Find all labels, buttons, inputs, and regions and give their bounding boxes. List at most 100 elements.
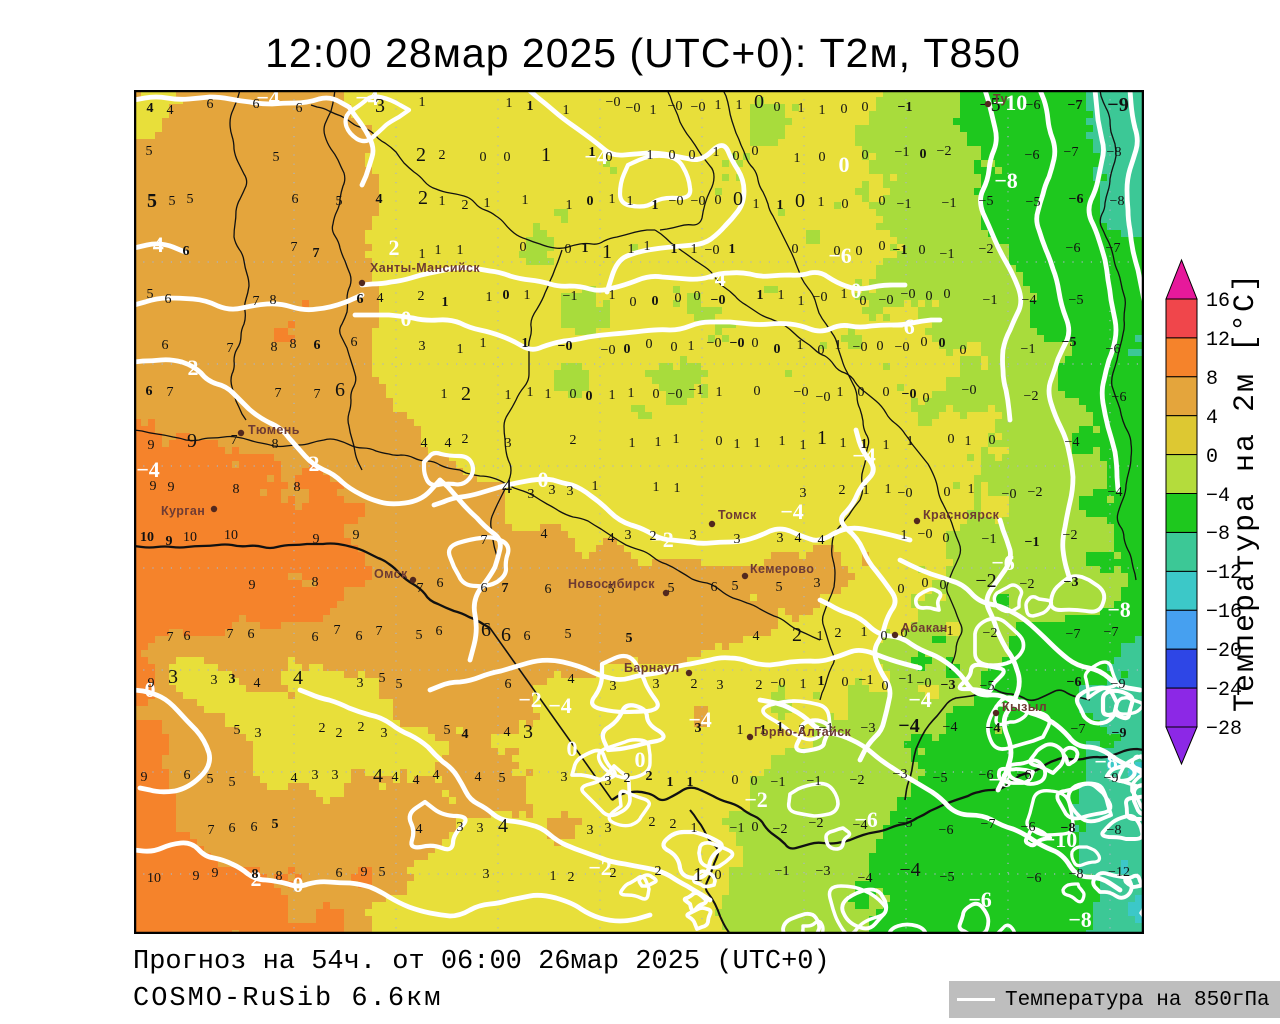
svg-text:6: 6: [253, 97, 260, 112]
svg-text:1: 1: [777, 198, 784, 213]
svg-text:6: 6: [501, 624, 511, 646]
svg-text:3: 3: [375, 95, 385, 117]
svg-text:2: 2: [655, 864, 662, 879]
svg-text:1: 1: [737, 723, 744, 738]
svg-text:6: 6: [351, 335, 358, 350]
svg-text:2: 2: [389, 235, 400, 260]
svg-text:7: 7: [314, 387, 321, 402]
svg-text:6: 6: [296, 101, 303, 116]
svg-text:3: 3: [505, 436, 512, 451]
svg-text:5: 5: [416, 628, 423, 643]
svg-text:2: 2: [799, 723, 806, 738]
svg-text:−7: −7: [1068, 98, 1083, 113]
svg-text:6: 6: [314, 338, 321, 353]
svg-text:−4: −4: [1022, 293, 1037, 308]
svg-text:−6: −6: [1066, 241, 1081, 256]
svg-text:−3: −3: [1064, 575, 1079, 590]
svg-text:1: 1: [628, 242, 635, 257]
svg-text:6: 6: [184, 629, 191, 644]
svg-text:0: 0: [751, 774, 758, 789]
svg-text:1: 1: [439, 194, 446, 209]
svg-text:0: 0: [733, 149, 740, 164]
svg-text:3: 3: [695, 721, 702, 736]
svg-text:−6: −6: [891, 314, 915, 339]
svg-text:−0: −0: [771, 676, 786, 691]
svg-text:0: 0: [752, 820, 759, 835]
svg-text:6: 6: [436, 624, 443, 639]
svg-text:3: 3: [457, 820, 464, 835]
svg-text:0: 0: [877, 339, 884, 354]
svg-text:3: 3: [734, 532, 741, 547]
svg-text:0: 0: [862, 100, 869, 115]
svg-text:5: 5: [234, 723, 241, 738]
svg-text:−2: −2: [773, 822, 788, 837]
svg-text:7: 7: [334, 623, 341, 638]
svg-text:1: 1: [907, 434, 914, 449]
svg-text:1: 1: [693, 864, 703, 886]
svg-text:9: 9: [148, 438, 155, 453]
svg-text:6: 6: [481, 619, 491, 641]
svg-text:4: 4: [413, 773, 420, 788]
svg-text:−9: −9: [1111, 677, 1126, 692]
svg-text:5: 5: [776, 580, 783, 595]
svg-text:−1: −1: [771, 775, 786, 790]
svg-text:3: 3: [605, 821, 612, 836]
svg-text:1: 1: [506, 96, 513, 111]
svg-text:4: 4: [416, 822, 423, 837]
svg-text:−8: −8: [994, 168, 1018, 193]
svg-text:0: 0: [944, 485, 951, 500]
svg-text:−1: −1: [893, 243, 908, 258]
svg-text:3: 3: [653, 677, 660, 692]
svg-text:7: 7: [231, 433, 238, 448]
svg-text:1: 1: [818, 674, 825, 689]
svg-text:0: 0: [901, 626, 908, 641]
svg-text:−8: −8: [1069, 867, 1084, 882]
svg-text:−3: −3: [816, 864, 831, 879]
svg-text:2: 2: [570, 433, 577, 448]
svg-text:−6: −6: [1027, 871, 1042, 886]
svg-text:3: 3: [605, 774, 612, 789]
svg-text:4: 4: [392, 770, 399, 785]
svg-text:9: 9: [193, 869, 200, 884]
svg-text:6: 6: [356, 629, 363, 644]
svg-text:1: 1: [609, 388, 616, 403]
svg-text:2: 2: [358, 720, 365, 735]
svg-text:0: 0: [919, 243, 926, 258]
svg-text:9: 9: [313, 532, 320, 547]
svg-text:−0: −0: [626, 101, 641, 116]
svg-text:9: 9: [249, 578, 256, 593]
svg-text:4: 4: [147, 101, 154, 116]
svg-text:2: 2: [188, 355, 199, 380]
svg-text:1: 1: [753, 197, 760, 212]
svg-text:3: 3: [523, 721, 533, 743]
svg-text:−0: −0: [902, 387, 917, 402]
svg-text:−5: −5: [898, 816, 913, 831]
svg-text:6: 6: [165, 292, 172, 307]
svg-text:1: 1: [760, 723, 767, 738]
svg-text:−0: −0: [898, 486, 913, 501]
svg-text:1: 1: [798, 294, 805, 309]
svg-text:0: 0: [939, 336, 946, 351]
svg-text:−20: −20: [1206, 640, 1242, 663]
svg-text:0: 0: [587, 194, 594, 209]
svg-text:1: 1: [522, 336, 529, 351]
svg-text:4: 4: [462, 727, 469, 742]
svg-text:−2: −2: [1024, 389, 1039, 404]
svg-text:0: 0: [858, 385, 865, 400]
svg-text:1: 1: [592, 479, 599, 494]
svg-text:6: 6: [183, 244, 190, 259]
svg-text:1: 1: [840, 436, 847, 451]
svg-text:1: 1: [602, 241, 612, 263]
svg-text:Ту: Ту: [993, 92, 1008, 106]
svg-text:3: 3: [717, 678, 724, 693]
svg-text:5: 5: [146, 144, 153, 159]
svg-text:0: 0: [883, 385, 890, 400]
svg-text:8: 8: [233, 482, 240, 497]
svg-text:−4: −4: [853, 818, 868, 833]
svg-text:0: 0: [752, 336, 759, 351]
svg-text:0: 0: [520, 240, 527, 255]
svg-text:−4: −4: [943, 720, 958, 735]
svg-text:4: 4: [376, 192, 383, 207]
svg-text:−8: −8: [1107, 823, 1122, 838]
svg-text:−6: −6: [979, 768, 994, 783]
